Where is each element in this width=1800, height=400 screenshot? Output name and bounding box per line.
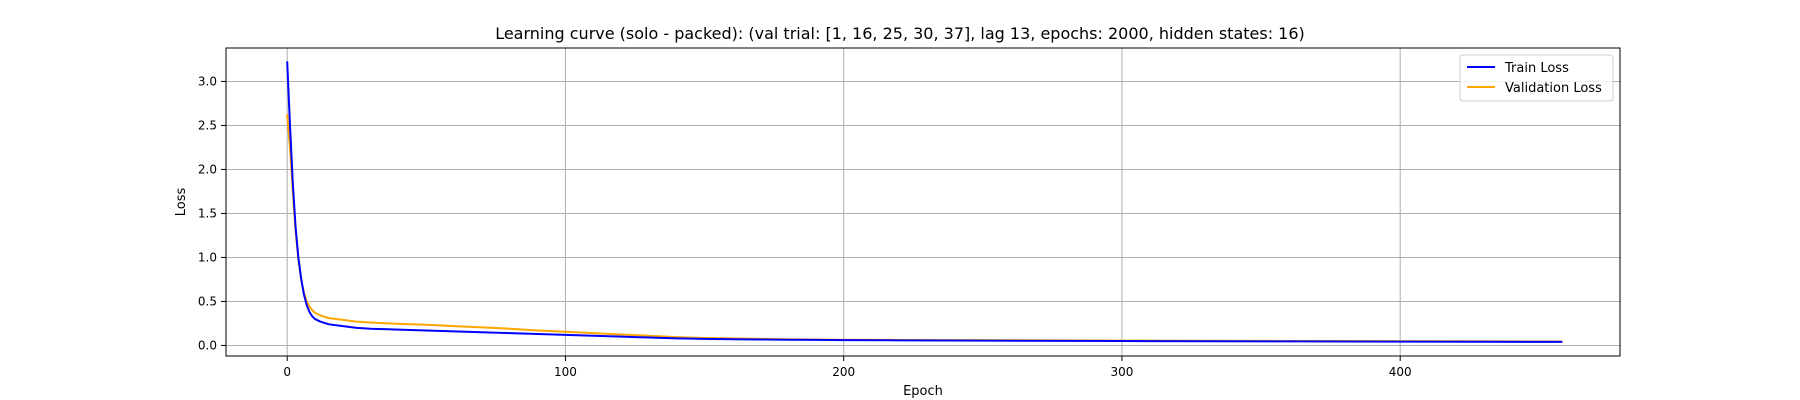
ticks-layer: 0 100 200 300 400 0.0 0.5 1.0 1.5 2.0 2.5 3.0 [198, 74, 1412, 379]
x-axis-label: Epoch [903, 384, 943, 399]
x-tick-label: 200 [832, 365, 855, 379]
x-tick-label: 0 [283, 365, 291, 379]
y-axis-label: Loss [174, 188, 189, 217]
y-tick-label: 0.0 [198, 338, 217, 352]
y-tick-label: 2.5 [198, 118, 217, 132]
y-tick-label: 1.0 [198, 250, 217, 264]
chart-title: Learning curve (solo - packed): (val tri… [495, 24, 1305, 43]
y-tick-label: 0.5 [198, 294, 217, 308]
x-tick-label: 300 [1110, 365, 1133, 379]
grid-layer [226, 48, 1620, 356]
legend: Train Loss Validation Loss [1459, 54, 1614, 102]
y-tick-label: 2.0 [198, 162, 217, 176]
x-tick-label: 400 [1389, 365, 1412, 379]
y-tick-label: 3.0 [198, 74, 217, 88]
legend-label-train-loss: Train Loss [1504, 61, 1569, 76]
x-tick-label: 100 [554, 365, 577, 379]
series-line-train-loss [286, 61, 1563, 343]
y-tick-label: 1.5 [198, 206, 217, 220]
legend-label-validation-loss: Validation Loss [1505, 81, 1602, 96]
legend-box [1459, 54, 1614, 102]
plot-frame [225, 47, 1621, 357]
series-line-validation-loss [286, 113, 1563, 343]
series-layer [286, 61, 1563, 343]
